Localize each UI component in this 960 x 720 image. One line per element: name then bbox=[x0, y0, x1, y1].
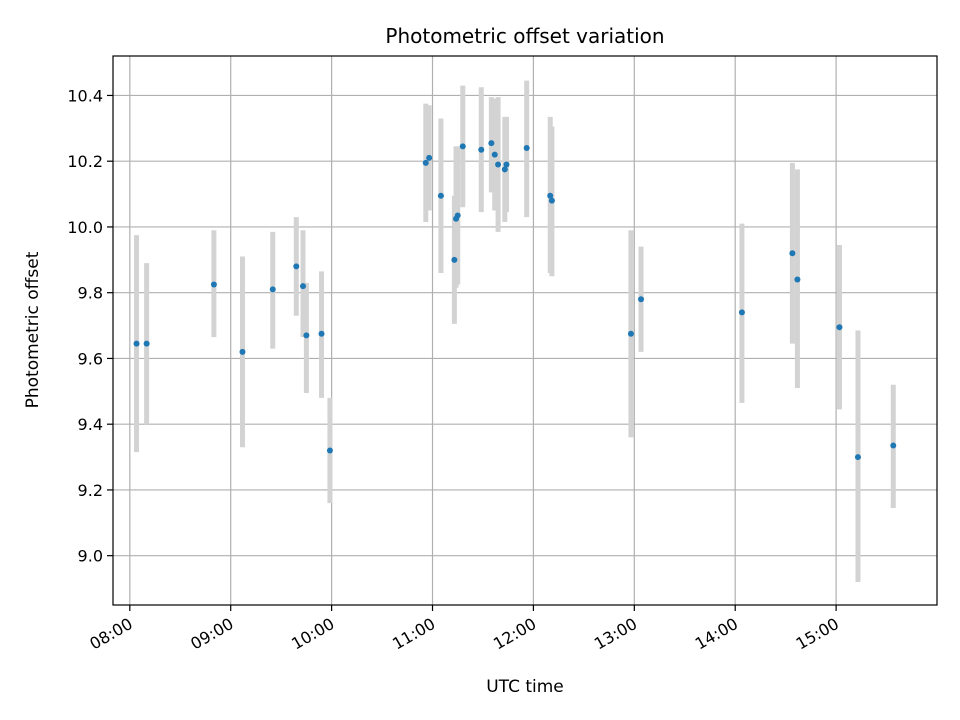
data-point bbox=[133, 340, 140, 347]
data-point bbox=[454, 212, 461, 219]
data-point bbox=[548, 197, 555, 204]
data-point bbox=[326, 447, 333, 454]
x-tick-label: 13:00 bbox=[591, 614, 640, 654]
data-point bbox=[269, 286, 276, 293]
x-tick-label: 09:00 bbox=[187, 614, 236, 654]
y-axis-ticks: 9.0 9.2 9.4 9.6 9.8 10.0 10.2 10.4 bbox=[67, 86, 113, 566]
y-tick-label: 9.4 bbox=[78, 415, 103, 434]
data-point bbox=[627, 330, 634, 337]
data-point bbox=[503, 161, 510, 168]
y-tick-label: 10.0 bbox=[67, 218, 103, 237]
data-point bbox=[547, 192, 554, 199]
data-point bbox=[300, 283, 307, 290]
x-axis-ticks: 08:00 09:00 10:00 11:00 12:00 13:00 14:00 15:00 bbox=[86, 605, 842, 654]
x-tick-label: 10:00 bbox=[288, 614, 337, 654]
data-point bbox=[426, 154, 433, 161]
data-point bbox=[501, 166, 508, 173]
data-point bbox=[491, 151, 498, 158]
data-point bbox=[451, 256, 458, 263]
plot-frame bbox=[112, 55, 938, 606]
data-point bbox=[478, 146, 485, 153]
data-point bbox=[495, 161, 502, 168]
data-point bbox=[890, 442, 897, 449]
data-point bbox=[239, 348, 246, 355]
data-point bbox=[488, 140, 495, 147]
y-tick-label: 10.4 bbox=[67, 86, 103, 105]
data-point bbox=[318, 330, 325, 337]
data-point bbox=[738, 309, 745, 316]
x-tick-label: 14:00 bbox=[692, 614, 741, 654]
data-point bbox=[638, 296, 645, 303]
data-point bbox=[303, 332, 310, 339]
data-point bbox=[854, 454, 861, 461]
data-point bbox=[210, 281, 217, 288]
data-point bbox=[143, 340, 150, 347]
data-point bbox=[836, 324, 843, 331]
x-tick-label: 12:00 bbox=[490, 614, 539, 654]
x-axis-label: UTC time bbox=[486, 677, 564, 697]
data-points bbox=[133, 140, 897, 461]
y-tick-label: 9.2 bbox=[78, 481, 103, 500]
y-tick-label: 9.6 bbox=[78, 349, 103, 368]
data-point bbox=[523, 145, 530, 152]
y-axis-label: Photometric offset bbox=[23, 251, 43, 408]
data-point bbox=[789, 250, 796, 257]
data-point bbox=[293, 263, 300, 270]
x-tick-label: 08:00 bbox=[86, 614, 135, 654]
y-tick-label: 10.2 bbox=[67, 152, 103, 171]
x-tick-label: 11:00 bbox=[389, 614, 438, 654]
y-tick-label: 9.8 bbox=[78, 284, 103, 303]
x-tick-label: 15:00 bbox=[793, 614, 842, 654]
data-point bbox=[437, 192, 444, 199]
errorbars bbox=[134, 80, 896, 582]
chart-title: Photometric offset variation bbox=[385, 24, 664, 48]
data-point bbox=[422, 159, 429, 166]
y-tick-label: 9.0 bbox=[78, 547, 103, 566]
data-point bbox=[459, 143, 466, 150]
data-point bbox=[794, 276, 801, 283]
